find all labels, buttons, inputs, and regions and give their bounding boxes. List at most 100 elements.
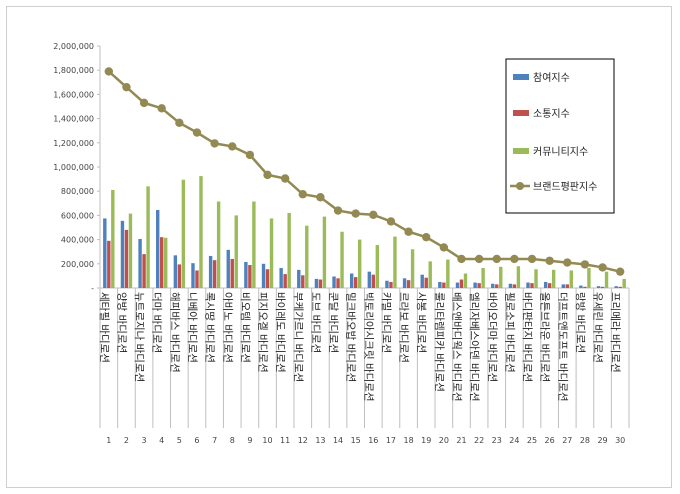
category-label: 뉴트로지나 바디로션 xyxy=(133,292,145,382)
bar-참여지수-5 xyxy=(173,255,178,288)
bar-소통지수-16 xyxy=(371,274,376,288)
point-브랜드평판지수-11 xyxy=(280,174,290,183)
category-index-label: 8 xyxy=(230,436,235,445)
bar-커뮤니티지수-20 xyxy=(446,259,450,288)
category-index-label: 1 xyxy=(106,436,111,445)
point-브랜드평판지수-9 xyxy=(245,150,255,160)
bar-참여지수-23 xyxy=(491,283,495,288)
category-label: 비오템 바디로션 xyxy=(239,292,251,363)
category-index-label: 24 xyxy=(509,436,519,445)
point-브랜드평판지수-23 xyxy=(492,254,501,264)
bar-소통지수-9 xyxy=(248,265,252,288)
category-index-label: 28 xyxy=(580,436,590,445)
bar-참여지수-27 xyxy=(561,284,565,288)
bar-소통지수-26 xyxy=(547,283,552,288)
category-index-label: 23 xyxy=(492,436,502,445)
bar-소통지수-18 xyxy=(406,280,411,288)
bar-소통지수-23 xyxy=(495,284,499,288)
point-브랜드평판지수-12 xyxy=(298,190,307,199)
legend-swatch-참여지수 xyxy=(513,74,529,80)
category-label: 유세린 바디로션 xyxy=(592,292,604,363)
bar-참여지수-14 xyxy=(332,276,336,288)
bar-소통지수-7 xyxy=(212,260,217,288)
category-label: 빅토리아시크릿 바디로션 xyxy=(362,292,374,402)
bar-커뮤니티지수-6 xyxy=(199,176,203,288)
bar-소통지수-27 xyxy=(565,284,569,288)
category-index-label: 22 xyxy=(474,436,484,445)
bar-소통지수-2 xyxy=(124,229,129,288)
bar-소통지수-20 xyxy=(442,282,446,288)
bar-참여지수-7 xyxy=(208,255,213,288)
category-label: 르라보 바디로션 xyxy=(398,292,410,363)
bar-커뮤니티지수-7 xyxy=(216,201,221,288)
bar-소통지수-14 xyxy=(336,278,340,288)
bar-참여지수-18 xyxy=(402,278,407,288)
point-브랜드평판지수-25 xyxy=(527,254,537,264)
category-index-label: 10 xyxy=(262,436,272,445)
category-label: 필로소피 바디로션 xyxy=(503,292,515,373)
category-label: 해피바스 바디로션 xyxy=(168,292,181,373)
legend-label-커뮤니티지수: 커뮤니티지수 xyxy=(533,146,588,158)
legend-box xyxy=(505,58,615,214)
category-label: 쿤달 바디로션 xyxy=(327,292,339,353)
category-index-label: 6 xyxy=(194,436,199,445)
category-label: 카밀 바디로션 xyxy=(380,292,392,353)
bar-참여지수-22 xyxy=(473,282,477,288)
bar-커뮤니티지수-5 xyxy=(181,179,186,288)
bar-커뮤니티지수-13 xyxy=(322,216,327,288)
y-tick-label: - xyxy=(91,284,94,293)
point-브랜드평판지수-21 xyxy=(457,254,466,264)
bar-커뮤니티지수-9 xyxy=(252,201,256,288)
category-index-label: 17 xyxy=(386,436,396,445)
bar-소통지수-12 xyxy=(301,275,305,288)
bar-참여지수-24 xyxy=(508,283,513,288)
category-index-label: 13 xyxy=(315,436,325,445)
point-브랜드평판지수-20 xyxy=(439,243,449,252)
category-index-label: 20 xyxy=(439,436,449,445)
category-index-label: 30 xyxy=(615,436,625,445)
category-index-label: 25 xyxy=(527,436,537,445)
bar-커뮤니티지수-17 xyxy=(393,236,397,288)
category-index-label: 2 xyxy=(124,436,129,445)
y-tick-label: 1,800,000 xyxy=(53,66,94,75)
point-브랜드평판지수-29 xyxy=(598,263,607,272)
point-브랜드평판지수-8 xyxy=(228,142,237,151)
category-index-label: 9 xyxy=(247,436,252,445)
category-label: 세타필 바디로션 xyxy=(98,292,110,363)
bar-참여지수-28 xyxy=(579,285,583,288)
y-tick-label: 2,000,000 xyxy=(53,42,94,51)
point-브랜드평판지수-14 xyxy=(333,206,343,215)
bar-참여지수-9 xyxy=(244,261,248,288)
bar-참여지수-26 xyxy=(543,281,548,288)
bar-커뮤니티지수-8 xyxy=(234,215,238,288)
bar-소통지수-6 xyxy=(195,270,199,288)
legend-label-브랜드평판지수: 브랜드평판지수 xyxy=(533,181,597,193)
category-index-label: 14 xyxy=(333,436,343,445)
bar-소통지수-24 xyxy=(512,284,517,288)
bar-커뮤니티지수-19 xyxy=(428,261,432,288)
bar-커뮤니티지수-2 xyxy=(128,213,133,288)
point-브랜드평판지수-17 xyxy=(386,217,396,226)
legend-swatch-소통지수 xyxy=(513,110,529,116)
bar-참여지수-4 xyxy=(156,209,160,288)
category-index-label: 29 xyxy=(597,436,607,445)
bar-커뮤니티지수-30 xyxy=(622,278,626,288)
category-label: 바이레도 바디로션 xyxy=(274,292,286,373)
point-브랜드평판지수-13 xyxy=(316,193,325,202)
category-label: 사봉 바디로션 xyxy=(415,292,427,353)
point-브랜드평판지수-3 xyxy=(139,98,149,108)
bar-커뮤니티지수-4 xyxy=(164,237,168,288)
category-label: 프리메라 바디로션 xyxy=(609,292,621,373)
bar-참여지수-11 xyxy=(279,268,283,288)
point-브랜드평판지수-19 xyxy=(422,232,431,242)
point-브랜드평판지수-27 xyxy=(563,258,572,267)
y-tick-label: 400,000 xyxy=(61,236,94,245)
category-index-label: 18 xyxy=(403,436,413,445)
bar-참여지수-15 xyxy=(349,273,354,288)
point-브랜드평판지수-28 xyxy=(580,260,590,269)
legend-label-소통지수: 소통지수 xyxy=(533,108,570,120)
category-label: 배스앤바디웍스 바디로션 xyxy=(450,292,462,402)
y-tick-label: 800,000 xyxy=(61,187,94,196)
bar-커뮤니티지수-21 xyxy=(463,273,468,288)
bar-커뮤니티지수-12 xyxy=(305,225,309,288)
